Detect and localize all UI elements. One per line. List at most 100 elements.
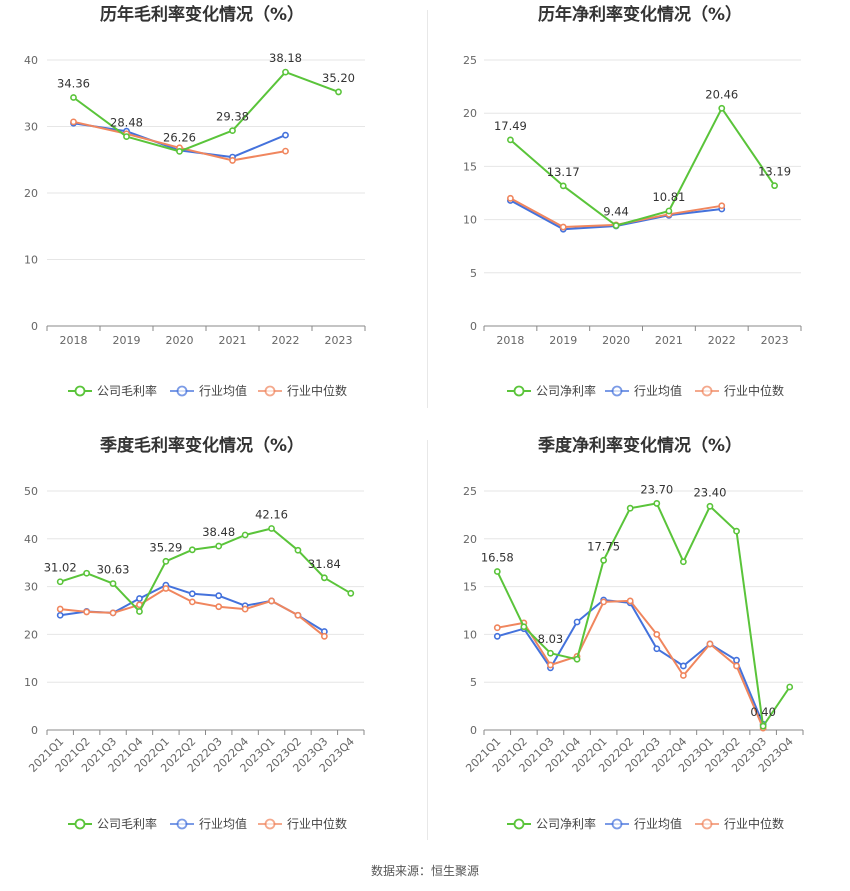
data-point-median bbox=[706, 640, 714, 648]
data-point-avg bbox=[282, 131, 289, 139]
chart-panel-quarterly-net: 季度净利率变化情况（%） 0 5 10 15 20 25 2021Q1 2021Q2 2021Q3… bbox=[427, 430, 850, 860]
data-point-company bbox=[493, 568, 501, 575]
data-point-avg bbox=[493, 632, 501, 640]
y-tick-label: 30 bbox=[24, 121, 38, 134]
x-tick-label: 2023 bbox=[761, 334, 789, 347]
x-tick-label: 2021 bbox=[219, 334, 247, 347]
data-point-median bbox=[241, 605, 249, 613]
data-point-company bbox=[268, 525, 275, 532]
data-label: 35.29 bbox=[149, 540, 182, 554]
legend-marker bbox=[611, 818, 623, 830]
legend-marker bbox=[264, 385, 276, 397]
series-line-median bbox=[497, 599, 765, 729]
y-tick-label: 0 bbox=[470, 724, 477, 737]
data-point-company bbox=[70, 94, 77, 101]
chart-title: 季度净利率变化情况（%） bbox=[538, 435, 742, 456]
series-line-avg bbox=[497, 599, 765, 725]
legend-item-avg: 行业均值 bbox=[605, 383, 682, 398]
data-point-company bbox=[320, 574, 328, 582]
y-tick-label: 10 bbox=[463, 628, 477, 641]
x-tick-label: 2022 bbox=[272, 334, 300, 347]
legend-marker bbox=[513, 818, 525, 830]
data-point-median bbox=[229, 157, 236, 164]
y-tick-label: 15 bbox=[463, 581, 477, 594]
data-point-median bbox=[162, 585, 170, 592]
data-point-company bbox=[83, 569, 91, 577]
y-tick-label: 10 bbox=[24, 676, 38, 689]
data-label: 23.70 bbox=[640, 482, 673, 496]
legend-label: 公司净利率 bbox=[536, 816, 596, 831]
data-point-median bbox=[559, 223, 567, 231]
data-point-median bbox=[282, 147, 289, 155]
data-label: 17.49 bbox=[494, 119, 527, 133]
legend-label: 公司毛利率 bbox=[97, 816, 157, 831]
data-point-median bbox=[679, 672, 687, 679]
data-point-avg bbox=[136, 595, 143, 602]
x-tick-label: 2023 bbox=[325, 334, 353, 347]
legend-label: 公司净利率 bbox=[536, 383, 596, 398]
data-label: 8.03 bbox=[538, 632, 564, 646]
data-point-company bbox=[294, 546, 302, 554]
data-point-median bbox=[294, 611, 302, 619]
data-point-company bbox=[282, 68, 289, 76]
y-tick-label: 50 bbox=[24, 485, 38, 498]
x-tick-label: 2020 bbox=[166, 334, 194, 347]
data-point-median bbox=[83, 608, 91, 616]
legend-item-median: 行业中位数 bbox=[695, 383, 784, 398]
legend-marker bbox=[176, 385, 188, 397]
data-label: 20.46 bbox=[705, 87, 738, 101]
data-point-company bbox=[229, 127, 236, 135]
data-point-company bbox=[176, 147, 183, 155]
legend-marker bbox=[701, 385, 713, 397]
data-point-avg bbox=[188, 590, 196, 598]
data-label: 23.40 bbox=[693, 485, 726, 499]
data-point-company bbox=[626, 504, 634, 512]
data-point-company bbox=[679, 558, 687, 566]
data-label: 38.48 bbox=[202, 525, 235, 539]
data-label: 35.20 bbox=[322, 71, 355, 85]
data-label: 13.19 bbox=[758, 165, 791, 179]
y-tick-label: 25 bbox=[463, 485, 477, 498]
quarterly-net-margin-chart: 季度净利率变化情况（%）05101520252021Q12021Q22021Q3… bbox=[463, 435, 804, 831]
vertical-divider-bottom bbox=[427, 440, 428, 840]
data-point-company bbox=[335, 88, 342, 96]
legend-item-avg: 行业均值 bbox=[605, 816, 682, 831]
data-source: 数据来源：恒生聚源 bbox=[370, 864, 479, 878]
data-point-company bbox=[215, 542, 223, 550]
x-tick-label: 2019 bbox=[113, 334, 141, 347]
chart-panel-annual-net: 历年净利率变化情况（%） 0 5 10 15 20 25 2018 2019 2020 2021 20… bbox=[427, 0, 850, 430]
data-point-median bbox=[215, 603, 223, 611]
annual-net-margin-chart: 历年净利率变化情况（%） 0 5 10 15 20 25 2018 2019 2020 2021 20… bbox=[463, 4, 802, 398]
data-point-company bbox=[559, 182, 567, 190]
data-label: 34.36 bbox=[57, 77, 90, 91]
data-point-company bbox=[547, 649, 554, 657]
x-tick-label: 2018 bbox=[496, 334, 524, 347]
data-point-company bbox=[759, 722, 767, 730]
data-point-company bbox=[718, 104, 726, 112]
y-tick-label: 25 bbox=[463, 54, 477, 67]
data-point-median bbox=[653, 630, 661, 638]
legend-item-median: 行业中位数 bbox=[695, 816, 784, 831]
legend-marker bbox=[74, 385, 86, 397]
y-tick-label: 30 bbox=[24, 581, 38, 594]
y-tick-label: 20 bbox=[24, 628, 38, 641]
data-point-company bbox=[733, 527, 740, 535]
legend-label: 行业中位数 bbox=[287, 816, 347, 831]
data-point-median bbox=[109, 609, 117, 617]
data-label: 31.84 bbox=[308, 557, 341, 571]
data-point-company bbox=[612, 222, 620, 229]
data-point-avg bbox=[653, 645, 661, 653]
chart-title: 历年净利率变化情况（%） bbox=[538, 4, 742, 25]
data-point-median bbox=[507, 194, 514, 202]
data-point-median bbox=[547, 661, 554, 669]
legend-item-avg: 行业均值 bbox=[170, 383, 247, 398]
y-tick-label: 40 bbox=[24, 533, 38, 546]
data-point-company bbox=[347, 589, 355, 597]
legend-item-median: 行业中位数 bbox=[258, 816, 347, 831]
legend-item-company: 公司净利率 bbox=[507, 816, 596, 831]
legend-label: 行业中位数 bbox=[724, 383, 784, 398]
x-tick-label: 2022 bbox=[708, 334, 736, 347]
data-point-median bbox=[718, 202, 726, 210]
y-tick-label: 5 bbox=[470, 676, 477, 689]
series-line-company bbox=[59, 527, 352, 613]
